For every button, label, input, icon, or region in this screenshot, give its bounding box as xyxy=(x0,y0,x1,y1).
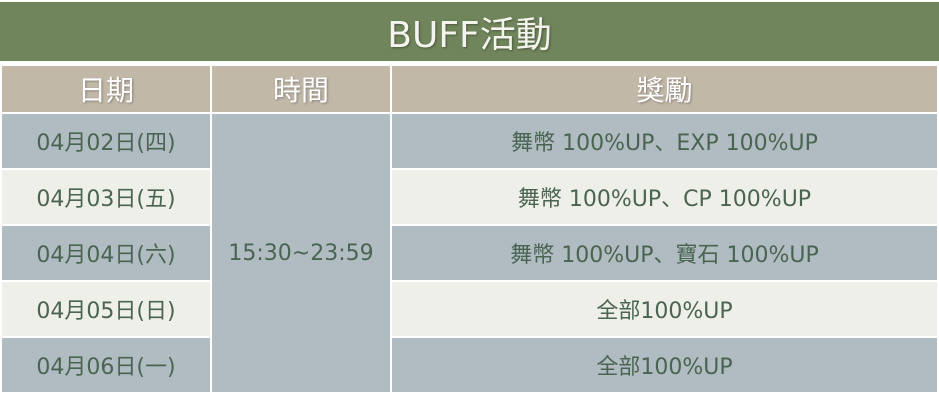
table-row: 04月05日(日) 全部100%UP xyxy=(0,280,939,338)
table-row: 04月04日(六) 舞幣 100%UP、寶石 100%UP xyxy=(0,224,939,282)
header-reward: 獎勵 xyxy=(390,64,939,114)
reward-cell: 全部100%UP xyxy=(390,336,939,394)
table-row: 04月03日(五) 舞幣 100%UP、CP 100%UP xyxy=(0,168,939,226)
buff-schedule-table: 日期 時間 獎勵 04月02日(四) 15:30~23:59 舞幣 100%UP… xyxy=(0,64,939,394)
header-row: 日期 時間 獎勵 xyxy=(0,64,939,114)
table-row: 04月02日(四) 15:30~23:59 舞幣 100%UP、EXP 100%… xyxy=(0,112,939,394)
reward-cell: 舞幣 100%UP、EXP 100%UP xyxy=(390,112,939,170)
header-date: 日期 xyxy=(0,64,212,114)
reward-cell: 全部100%UP xyxy=(390,280,939,338)
reward-cell: 舞幣 100%UP、寶石 100%UP xyxy=(390,224,939,282)
date-cell: 04月02日(四) xyxy=(0,112,212,170)
date-cell: 04月04日(六) xyxy=(0,224,212,282)
date-cell: 04月03日(五) xyxy=(0,168,212,226)
reward-cell: 舞幣 100%UP、CP 100%UP xyxy=(390,168,939,226)
table-row: 04月06日(一) 全部100%UP xyxy=(0,336,939,394)
date-cell: 04月05日(日) xyxy=(0,280,212,338)
date-cell: 04月06日(一) xyxy=(0,336,212,394)
time-cell: 15:30~23:59 xyxy=(210,112,392,394)
header-time: 時間 xyxy=(210,64,392,114)
page-title: BUFF活動 xyxy=(0,2,939,61)
